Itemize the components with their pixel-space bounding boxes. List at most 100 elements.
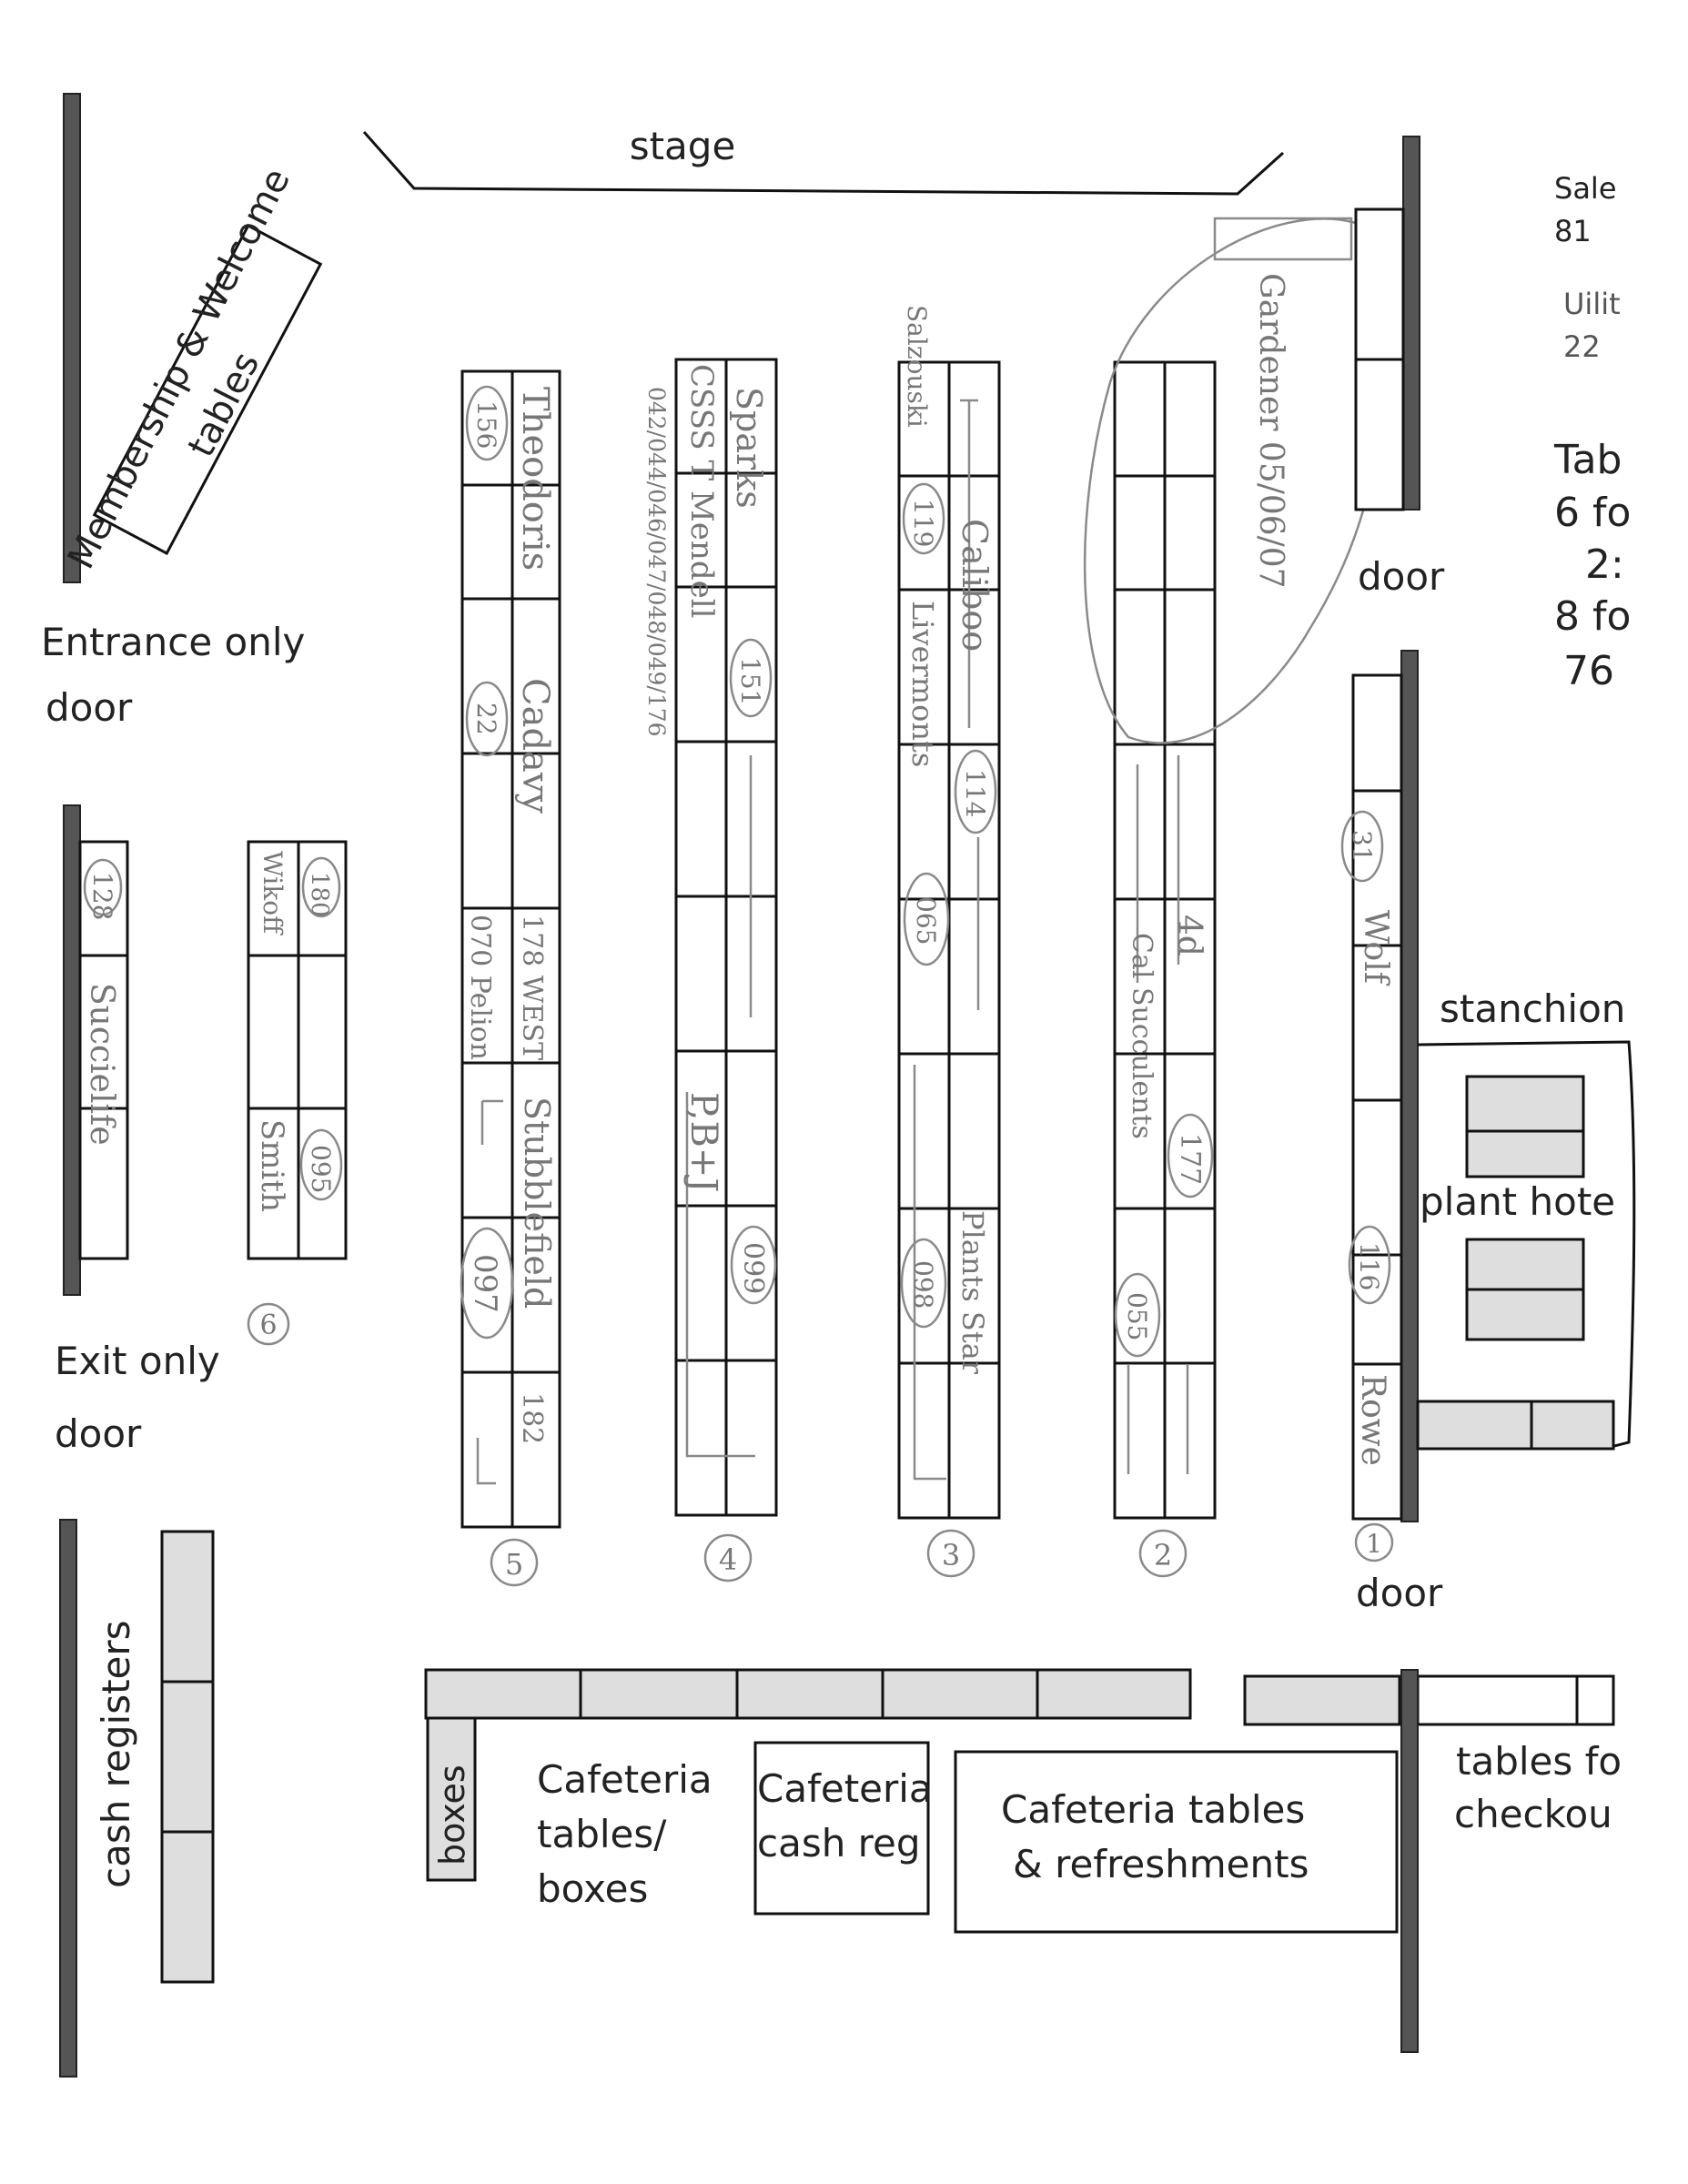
vendor-theodoris: Theodoris	[514, 387, 556, 571]
row-number-1: 1	[1366, 1529, 1382, 1559]
row-3: Salzouski 119 Caliboo 114 Livermonts 065…	[897, 305, 1001, 1578]
exit-label: Exit only	[55, 1339, 220, 1383]
vendor-sparks: Sparks	[729, 387, 769, 509]
row-number-3: 3	[942, 1538, 960, 1572]
vendor-wikoff: Wikoff	[258, 851, 288, 935]
row-number-4: 4	[719, 1542, 737, 1577]
boxes-area	[426, 1716, 477, 1882]
vendor-wolf: Wolf	[1357, 910, 1394, 986]
stage-outline	[362, 131, 1285, 196]
door-top-label: door	[1358, 554, 1445, 599]
vendor-119: 119	[908, 499, 938, 547]
vendor-smith: Smith	[254, 1119, 290, 1212]
caf-tables-boxes-line-2: tables/	[537, 1812, 667, 1856]
vendor-salzouski: Salzouski	[902, 305, 932, 428]
row-5: Theodoris 156 Cadavy 22 178 WEST 070 Pel…	[460, 369, 561, 1587]
boxes-label: boxes	[432, 1764, 472, 1866]
wall-left-middle	[63, 804, 81, 1296]
row-2: Gardener 05/06/07 4d Cal Succulents 177 …	[1083, 217, 1382, 1578]
cafeteria-counter-1	[424, 1668, 582, 1720]
row-number-2: 2	[1154, 1538, 1172, 1572]
row-6: Wikoff 180 Smith 095 6	[247, 840, 348, 1346]
vendor-plants-star: Plants Star	[955, 1210, 990, 1375]
wall-right-top	[1402, 136, 1420, 511]
exit-door-label: door	[55, 1411, 142, 1456]
caf-refresh-line-1: Cafeteria tables	[1001, 1787, 1305, 1832]
vendor-177: 177	[1174, 1133, 1206, 1185]
vendor-cal-succulents: Cal Succulents	[1126, 933, 1157, 1139]
plant-hotel-rack-2	[1465, 1238, 1585, 1291]
cash-register-1	[160, 1530, 215, 1684]
membership-table	[92, 223, 323, 556]
checkout-counter	[1243, 1674, 1401, 1726]
vendor-156: 156	[471, 400, 501, 449]
entrance-label: Entrance only	[41, 620, 305, 664]
svg-text:76: 76	[1563, 648, 1614, 694]
vendor-180: 180	[306, 872, 333, 917]
vendor-055: 055	[1122, 1292, 1152, 1340]
row-number-6: 6	[259, 1309, 277, 1341]
cash-registers-label: cash registers	[94, 1620, 138, 1888]
vendor-succielife: Succielife	[83, 983, 120, 1146]
cafeteria-cash-reg-box	[753, 1741, 930, 1916]
svg-text:Tab: Tab	[1553, 437, 1622, 483]
svg-text:2:: 2:	[1585, 541, 1624, 588]
vendor-098: 098	[908, 1260, 938, 1309]
row-1: 31 Wolf 116 Rowe 1	[1340, 673, 1403, 1562]
svg-text:81: 81	[1554, 214, 1592, 248]
vendor-116: 116	[1354, 1242, 1384, 1290]
svg-text:6 fo: 6 fo	[1554, 490, 1631, 536]
vendor-178-west: 178 WEST	[516, 915, 548, 1060]
vendor-rowe: Rowe	[1354, 1374, 1391, 1466]
plant-hotel-bench	[1416, 1400, 1533, 1451]
plant-hotel-label: plant hote	[1420, 1179, 1615, 1224]
vendor-livermonts: Livermonts	[905, 601, 940, 767]
left-vendor-column: 128 Succielife	[78, 840, 129, 1260]
vendor-22: 22	[471, 703, 501, 735]
row-number-5: 5	[505, 1547, 523, 1582]
tables-checkout-line-2: checkou	[1454, 1792, 1612, 1836]
vendor-114: 114	[960, 769, 990, 817]
wall-right-bottom	[1400, 1669, 1419, 2053]
vendor-pbj: P,B+J	[682, 1092, 724, 1192]
caf-refresh-line-2: & refreshments	[1013, 1842, 1309, 1886]
legend: Sale 81 Uilit 22 Tab 6 fo 2: 8 fo 76	[1553, 171, 1631, 694]
cafeteria-refreshments-box	[954, 1750, 1399, 1934]
row-4: Sparks CSSS T Mendell 151 042/044/046/04…	[643, 358, 778, 1582]
vendor-070-pelion: 070 Pelion	[464, 915, 496, 1060]
stage-label: stage	[630, 124, 736, 168]
vendor-151: 151	[735, 657, 765, 705]
vendor-csss-t-mendell: CSSS T Mendell	[683, 364, 720, 618]
vendor-cadavy: Cadavy	[514, 678, 556, 814]
vendor-stubblefield: Stubblefield	[517, 1097, 557, 1309]
plant-hotel-rack-1	[1465, 1075, 1585, 1133]
wall-left-bottom	[59, 1519, 77, 2078]
entrance-door-label: door	[45, 685, 133, 730]
vendor-095: 095	[306, 1145, 336, 1193]
wall-left-top	[63, 93, 81, 583]
vendor-097: 097	[467, 1254, 503, 1313]
vendor-4d: 4d	[1170, 915, 1208, 956]
caf-cash-reg-line-2: cash reg	[757, 1821, 921, 1866]
wall-right-middle	[1400, 650, 1419, 1522]
svg-text:8 fo: 8 fo	[1554, 593, 1631, 640]
vendor-042-series: 042/044/046/047/048/049/176	[643, 387, 670, 737]
cash-register-3	[160, 1830, 215, 1984]
svg-text:Uilit: Uilit	[1563, 287, 1621, 321]
vendor-128: 128	[87, 872, 117, 920]
vendor-065: 065	[911, 896, 941, 945]
cash-register-2	[160, 1680, 215, 1834]
vendor-gardener: Gardener 05/06/07	[1252, 273, 1289, 589]
vendor-caliboo: Caliboo	[955, 519, 995, 652]
caf-tables-boxes-line-1: Cafeteria	[537, 1757, 713, 1802]
vendor-31: 31	[1347, 830, 1377, 863]
vendor-182: 182	[516, 1392, 548, 1444]
stanchion-label: stanchion	[1440, 986, 1625, 1031]
svg-text:22: 22	[1563, 329, 1601, 364]
tables-checkout-line-1: tables fo	[1456, 1739, 1622, 1784]
caf-tables-boxes-line-3: boxes	[537, 1866, 648, 1911]
vendor-099: 099	[737, 1242, 769, 1294]
door-bottom-label: door	[1356, 1571, 1443, 1615]
svg-text:Sale: Sale	[1554, 171, 1617, 206]
caf-cash-reg-line-1: Cafeteria	[757, 1766, 933, 1811]
